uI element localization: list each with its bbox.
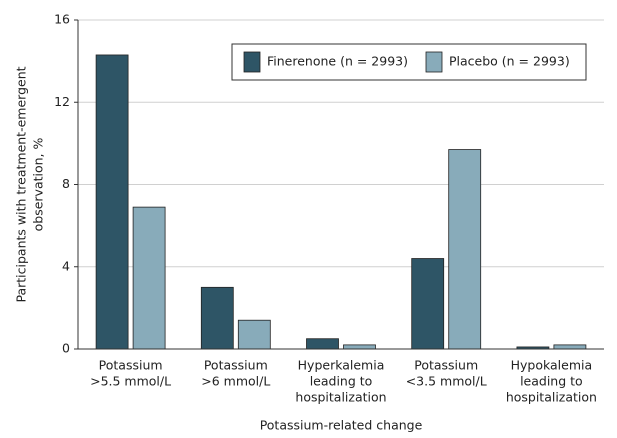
legend-swatch: [425, 51, 443, 73]
x-tick-label: Hyperkalemia: [298, 358, 385, 373]
bar: [411, 258, 445, 350]
x-tick-label: Potassium: [99, 358, 163, 373]
x-axis-label: Potassium-related change: [260, 418, 423, 433]
x-tick-label: Potassium: [414, 358, 478, 373]
x-tick-label: leading to: [310, 374, 373, 389]
x-tick-label: >5.5 mmol/L: [90, 374, 171, 389]
bar: [132, 206, 166, 350]
x-tick-label: hospitalization: [506, 390, 597, 405]
bar: [553, 344, 587, 350]
bar: [448, 149, 482, 350]
y-axis-label: Participants with treatment-emergent: [14, 66, 29, 302]
x-tick-label: hospitalization: [295, 390, 386, 405]
x-tick-label: <3.5 mmol/L: [406, 374, 487, 389]
y-tick-label: 12: [54, 94, 70, 109]
y-tick-label: 16: [54, 12, 70, 27]
bar: [95, 54, 129, 350]
y-tick-label: 8: [62, 176, 70, 191]
x-tick-label: leading to: [520, 374, 583, 389]
legend-swatch: [243, 51, 261, 73]
bar: [200, 286, 234, 350]
bar: [343, 344, 376, 350]
x-tick-label: Potassium: [204, 358, 268, 373]
x-tick-label: >6 mmol/L: [201, 374, 270, 389]
x-tick-label: Hypokalemia: [511, 358, 593, 373]
bar: [306, 338, 339, 350]
y-tick-label: 0: [62, 341, 70, 356]
legend-label: Finerenone (n = 2993): [267, 54, 408, 69]
bar: [237, 319, 271, 350]
legend-label: Placebo (n = 2993): [449, 54, 570, 69]
y-axis-label: observation, %: [31, 138, 46, 232]
y-tick-label: 4: [62, 258, 70, 273]
legend-box: [231, 43, 587, 81]
